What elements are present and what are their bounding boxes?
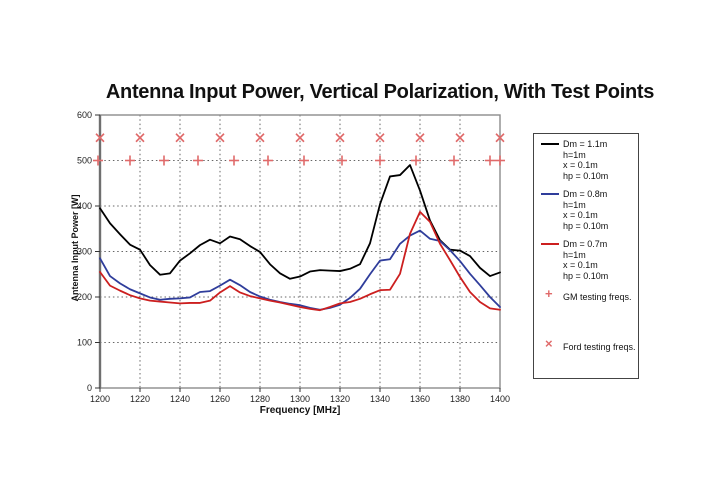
legend-entry-ford-freqs: × Ford testing freqs. bbox=[534, 335, 638, 353]
legend-label: h=1m bbox=[563, 249, 586, 260]
series-line-2 bbox=[99, 211, 501, 312]
legend-label: hp = 0.10m bbox=[563, 220, 609, 231]
legend-line-swatch-blue bbox=[541, 193, 559, 195]
y-tick-label: 0 bbox=[87, 383, 92, 393]
x-marker-icon: × bbox=[545, 335, 553, 351]
legend-line-swatch-red bbox=[541, 243, 559, 245]
legend-label: x = 0.1m bbox=[563, 260, 598, 270]
x-tick-label: 1220 bbox=[130, 394, 150, 404]
plus-marker-icon: + bbox=[545, 286, 553, 301]
legend-label: x = 0.1m bbox=[563, 210, 598, 220]
y-tick-label: 200 bbox=[77, 292, 92, 302]
legend-label: Dm = 1.1m bbox=[563, 139, 608, 149]
y-tick-label: 300 bbox=[77, 247, 92, 257]
chart-title: Antenna Input Power, Vertical Polarizati… bbox=[105, 81, 655, 103]
x-markers-ford bbox=[95, 133, 505, 143]
y-tick-label: 400 bbox=[77, 201, 92, 211]
x-tick-label: 1240 bbox=[170, 394, 190, 404]
legend-line-swatch-black bbox=[541, 143, 559, 145]
legend-label: h=1m bbox=[563, 149, 586, 160]
legend-entry-dm-1-1m: Dm = 1.1m h=1m x = 0.1m hp = 0.10m bbox=[534, 139, 638, 181]
x-tick-label: 1320 bbox=[330, 394, 350, 404]
y-tick-label: 600 bbox=[77, 110, 92, 120]
x-tick-label: 1380 bbox=[450, 394, 470, 404]
legend-label: Dm = 0.8m bbox=[563, 189, 608, 199]
legend-entry-dm-0-7m: Dm = 0.7m h=1m x = 0.1m hp = 0.10m bbox=[534, 239, 638, 281]
legend-label: hp = 0.10m bbox=[563, 170, 609, 181]
legend-label: h=1m bbox=[563, 199, 586, 210]
y-axis-title: Antenna Input Power [W] bbox=[70, 194, 80, 302]
legend-label: GM testing freqs. bbox=[563, 292, 632, 302]
plus-markers-gm bbox=[93, 155, 505, 166]
x-tick-label: 1260 bbox=[210, 394, 230, 404]
legend: Dm = 1.1m h=1m x = 0.1m hp = 0.10m Dm = … bbox=[533, 133, 639, 379]
legend-entry-dm-0-8m: Dm = 0.8m h=1m x = 0.1m hp = 0.10m bbox=[534, 189, 638, 231]
y-tick-label: 500 bbox=[77, 156, 92, 166]
legend-label: hp = 0.10m bbox=[563, 270, 609, 281]
x-tick-label: 1280 bbox=[250, 394, 270, 404]
y-tick-label: 100 bbox=[77, 338, 92, 348]
x-tick-label: 1340 bbox=[370, 394, 390, 404]
x-tick-label: 1360 bbox=[410, 394, 430, 404]
x-tick-label: 1300 bbox=[290, 394, 310, 404]
legend-label: Ford testing freqs. bbox=[563, 341, 636, 352]
x-tick-label: 1200 bbox=[90, 394, 110, 404]
series-line-1 bbox=[99, 229, 501, 311]
legend-label: Dm = 0.7m bbox=[563, 239, 608, 249]
x-axis-title: Frequency [MHz] bbox=[259, 405, 341, 416]
x-tick-label: 1400 bbox=[490, 394, 510, 404]
legend-label: x = 0.1m bbox=[563, 160, 598, 170]
legend-entry-gm-freqs: + GM testing freqs. bbox=[534, 286, 638, 303]
